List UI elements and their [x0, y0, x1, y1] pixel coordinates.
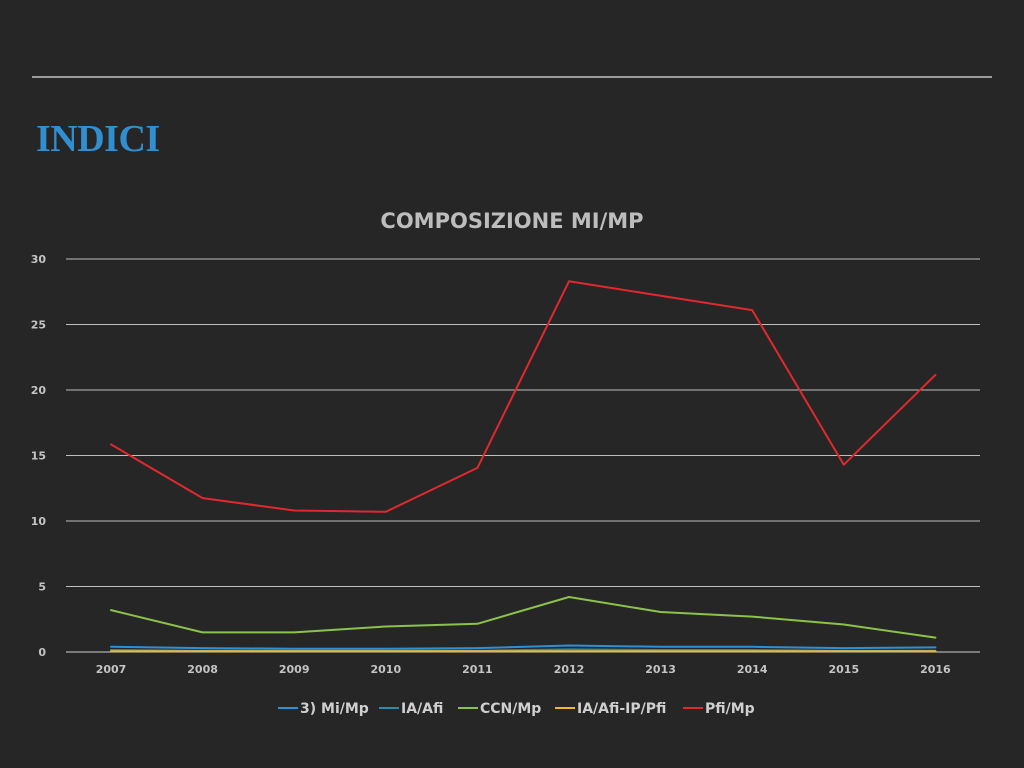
y-tick-label: 30	[31, 253, 47, 266]
slide-title: INDICI	[36, 118, 160, 160]
x-tick-label: 2015	[828, 663, 859, 676]
x-tick-label: 2016	[920, 663, 951, 676]
top-rule	[32, 76, 992, 78]
series-line	[110, 596, 937, 639]
y-tick-label: 5	[38, 581, 46, 594]
y-tick-label: 25	[31, 319, 46, 332]
legend-label: Pfi/Mp	[705, 701, 755, 717]
series-line	[110, 280, 937, 513]
x-tick-label: 2010	[370, 663, 401, 676]
legend-label: 3) Mi/Mp	[300, 701, 369, 717]
x-tick-label: 2011	[462, 663, 493, 676]
legend-item: Pfi/Mp	[683, 701, 755, 717]
legend-item: 3) Mi/Mp	[278, 701, 369, 717]
x-axis-ticks: 2007 2008 2009 2010 2011 2012 2013 2014 2015 2016	[96, 663, 951, 676]
legend-label: IA/Afi-IP/Pfi	[577, 701, 666, 717]
x-tick-label: 2008	[187, 663, 218, 676]
chart-title: COMPOSIZIONE MI/MP	[380, 209, 643, 233]
y-tick-label: 0	[38, 646, 46, 659]
y-tick-label: 10	[31, 515, 47, 528]
x-tick-label: 2007	[96, 663, 127, 676]
y-axis-ticks: 0 5 10 15 20 25 30	[31, 253, 47, 659]
legend-item: IA/Afi	[379, 701, 443, 717]
x-tick-label: 2014	[737, 663, 768, 676]
x-tick-label: 2012	[554, 663, 585, 676]
legend-label: IA/Afi	[401, 701, 443, 717]
legend-item: CCN/Mp	[458, 701, 541, 717]
legend-item: IA/Afi-IP/Pfi	[555, 701, 666, 717]
grid	[66, 258, 980, 653]
legend-label: CCN/Mp	[480, 701, 541, 717]
legend: 3) Mi/Mp IA/Afi CCN/Mp IA/Afi-IP/Pfi Pfi/Mp	[278, 701, 755, 717]
y-tick-label: 15	[31, 450, 46, 463]
x-tick-label: 2013	[645, 663, 676, 676]
series-line	[110, 644, 937, 650]
y-tick-label: 20	[31, 384, 47, 397]
series-lines	[110, 280, 937, 653]
x-tick-label: 2009	[279, 663, 310, 676]
